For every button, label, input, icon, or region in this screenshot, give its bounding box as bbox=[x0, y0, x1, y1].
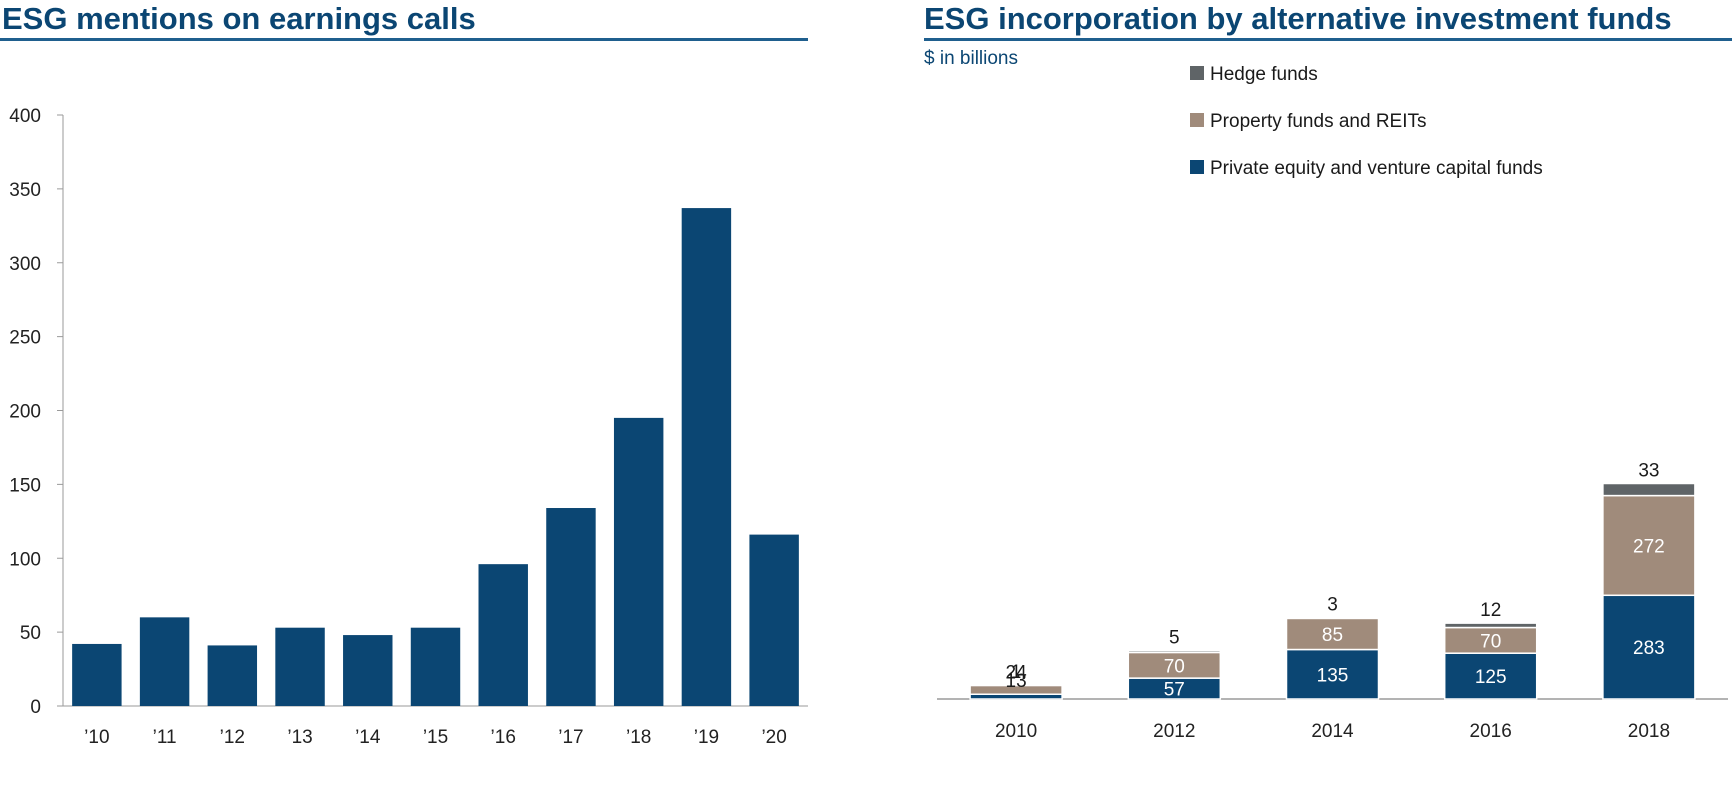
left-y-tick-label: 350 bbox=[9, 180, 41, 201]
legend-label-3: Private equity and venture capital funds bbox=[1210, 158, 1543, 179]
left-bar-1 bbox=[72, 643, 122, 706]
left-bar-11 bbox=[749, 534, 799, 706]
left-x-tick-label: ’10 bbox=[84, 727, 109, 748]
left-x-tick-label: ’13 bbox=[287, 727, 312, 748]
left-y-tick-label: 50 bbox=[20, 623, 41, 644]
right-bar-2014-label-3: 3 bbox=[1327, 594, 1338, 615]
right-bar-2018-label-3: 33 bbox=[1638, 460, 1659, 481]
left-x-tick-label: ’11 bbox=[153, 727, 177, 748]
right-bar-2016-label-2: 70 bbox=[1480, 631, 1501, 652]
right-bar-2014-label-2: 85 bbox=[1322, 625, 1343, 646]
right-bar-2010-label-1: 13 bbox=[1006, 671, 1027, 692]
right-bar-2016-label-1: 125 bbox=[1475, 667, 1507, 688]
right-bar-2014-seg-1 bbox=[1285, 648, 1380, 700]
right-x-tick-label: 2018 bbox=[1628, 721, 1670, 742]
left-bar-9 bbox=[613, 417, 664, 706]
right-bar-2016-label-3: 12 bbox=[1480, 600, 1501, 621]
right-bar-2018-seg-1 bbox=[1602, 594, 1696, 700]
right-title-rule bbox=[924, 38, 1732, 41]
right-bar-2014-seg-3 bbox=[1285, 616, 1380, 620]
right-bar-2010-label-3: 1 bbox=[1011, 662, 1022, 683]
left-bar-2 bbox=[139, 617, 190, 706]
right-bar-2014-seg-2 bbox=[1285, 617, 1380, 651]
right-x-tick-label: 2012 bbox=[1153, 721, 1195, 742]
legend-swatch-2 bbox=[1190, 113, 1204, 127]
right-x-tick-label: 2016 bbox=[1470, 721, 1512, 742]
left-y-tick-label: 150 bbox=[9, 475, 41, 496]
legend-label-2: Property funds and REITs bbox=[1210, 111, 1427, 132]
left-bar-4 bbox=[275, 627, 325, 706]
left-bar-7 bbox=[478, 564, 528, 706]
left-x-tick-label: ’14 bbox=[355, 727, 381, 748]
right-x-tick-label: 2014 bbox=[1311, 721, 1354, 742]
left-bar-5 bbox=[343, 635, 393, 706]
left-x-tick-label: ’15 bbox=[423, 727, 448, 748]
right-bar-2010-label-2: 24 bbox=[1006, 662, 1028, 683]
left-bar-3 bbox=[207, 645, 258, 706]
left-x-tick-label: ’17 bbox=[558, 727, 583, 748]
right-bar-2016-seg-3 bbox=[1443, 622, 1538, 629]
right-bar-2016-seg-1 bbox=[1443, 652, 1538, 700]
left-bar-6 bbox=[410, 627, 461, 706]
right-bar-2012-label-1: 57 bbox=[1164, 680, 1185, 701]
left-x-tick-label: ’12 bbox=[220, 727, 245, 748]
left-y-tick-label: 100 bbox=[9, 549, 41, 570]
left-y-tick-label: 0 bbox=[30, 697, 41, 718]
right-bar-2014-label-1: 135 bbox=[1317, 665, 1349, 686]
right-bar-2012-seg-2 bbox=[1127, 651, 1222, 679]
legend-swatch-1 bbox=[1190, 66, 1204, 80]
left-y-tick-label: 250 bbox=[9, 328, 41, 349]
legend-label-1: Hedge funds bbox=[1210, 64, 1318, 85]
legend-swatch-3 bbox=[1190, 160, 1204, 174]
right-chart-subtitle: $ in billions bbox=[924, 48, 1018, 69]
right-bar-2012-seg-3 bbox=[1127, 649, 1222, 654]
right-bar-2012-label-3: 5 bbox=[1169, 628, 1180, 649]
right-bar-2018-seg-2 bbox=[1602, 494, 1696, 597]
left-x-tick-label: ’18 bbox=[626, 727, 651, 748]
left-bar-8 bbox=[546, 508, 596, 706]
left-title-rule bbox=[0, 38, 808, 41]
left-x-tick-label: ’19 bbox=[694, 727, 719, 748]
left-x-tick-label: ’16 bbox=[491, 727, 516, 748]
left-chart-title: ESG mentions on earnings calls bbox=[2, 1, 476, 36]
right-bar-2018-seg-3 bbox=[1602, 482, 1696, 497]
right-bar-2018-label-2: 272 bbox=[1633, 536, 1665, 557]
left-x-tick-label: ’20 bbox=[761, 727, 786, 748]
right-chart-title: ESG incorporation by alternative investm… bbox=[924, 1, 1672, 36]
left-y-tick-label: 400 bbox=[9, 106, 41, 127]
left-bar-10 bbox=[681, 208, 732, 706]
left-y-tick-label: 200 bbox=[9, 402, 41, 423]
right-bar-2012-label-2: 70 bbox=[1164, 656, 1185, 677]
right-x-tick-label: 2010 bbox=[995, 721, 1037, 742]
right-bar-2018-label-1: 283 bbox=[1633, 638, 1665, 659]
right-bar-2016-seg-2 bbox=[1443, 626, 1538, 654]
left-y-tick-label: 300 bbox=[9, 254, 41, 275]
